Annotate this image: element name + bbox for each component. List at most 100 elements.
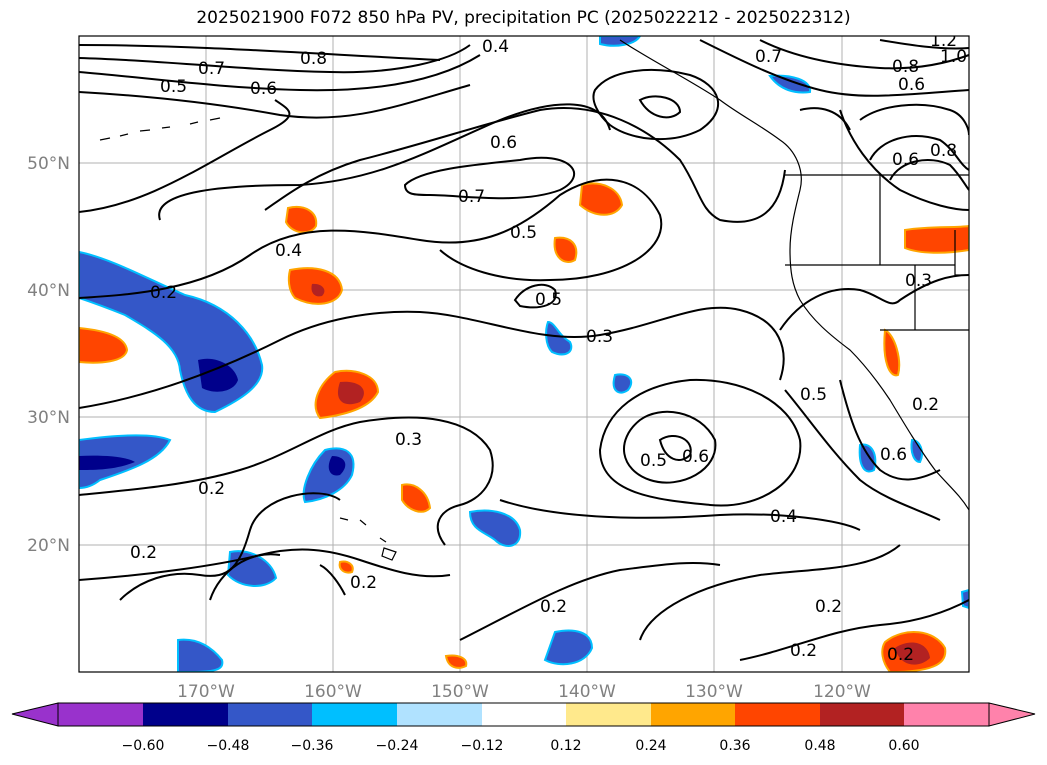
colorbar-seg-8 bbox=[651, 703, 735, 726]
lon-label-160w: 160°W bbox=[304, 682, 362, 702]
svg-text:0.5: 0.5 bbox=[510, 223, 537, 243]
svg-text:0.6: 0.6 bbox=[898, 75, 925, 95]
lon-label-140w: 140°W bbox=[558, 682, 616, 702]
svg-text:0.3: 0.3 bbox=[905, 271, 932, 291]
colorbar-seg-6 bbox=[482, 703, 566, 726]
svg-text:0.5: 0.5 bbox=[160, 77, 187, 97]
svg-text:0.4: 0.4 bbox=[482, 37, 509, 57]
patch-pos-6 bbox=[553, 236, 578, 263]
lon-label-130w: 130°W bbox=[685, 682, 743, 702]
lon-label-150w: 150°W bbox=[431, 682, 489, 702]
lon-label-170w: 170°W bbox=[177, 682, 235, 702]
positive-precip-patches bbox=[79, 182, 969, 672]
colorbar: −0.60 −0.48 −0.36 −0.24 −0.12 0.12 0.24 … bbox=[11, 702, 1036, 754]
colorbar-seg-10 bbox=[820, 703, 904, 726]
patch-south-1 bbox=[543, 629, 594, 666]
colorbar-tick: −0.36 bbox=[291, 738, 334, 754]
svg-text:0.2: 0.2 bbox=[350, 573, 377, 593]
patch-pos-7 bbox=[883, 328, 901, 377]
patch-pos-9-core bbox=[895, 642, 930, 665]
colorbar-tick: 0.60 bbox=[888, 738, 919, 754]
svg-text:0.7: 0.7 bbox=[198, 59, 225, 79]
svg-text:0.4: 0.4 bbox=[275, 241, 302, 261]
patch-mid-5 bbox=[612, 373, 633, 394]
lat-label-40n: 40°N bbox=[27, 281, 70, 301]
svg-text:0.5: 0.5 bbox=[535, 290, 562, 310]
svg-text:0.8: 0.8 bbox=[930, 141, 957, 161]
lat-label-30n: 30°N bbox=[27, 408, 70, 428]
lon-label-120w: 120°W bbox=[813, 682, 871, 702]
svg-text:0.6: 0.6 bbox=[490, 133, 517, 153]
patch-pos-10 bbox=[444, 654, 468, 669]
svg-text:0.5: 0.5 bbox=[800, 385, 827, 405]
longitude-labels: 170°W 160°W 150°W 140°W 130°W 120°W bbox=[177, 682, 871, 702]
patch-mid-4 bbox=[545, 320, 573, 356]
svg-text:0.2: 0.2 bbox=[150, 283, 177, 303]
map-frame bbox=[78, 35, 970, 673]
patch-pos-1-core bbox=[311, 283, 325, 297]
colorbar-tick: −0.12 bbox=[461, 738, 504, 754]
patch-ne-coast bbox=[768, 74, 812, 94]
colorbar-seg-1 bbox=[58, 703, 143, 726]
svg-text:0.7: 0.7 bbox=[755, 47, 782, 67]
colorbar-seg-3 bbox=[228, 703, 312, 726]
patch-mid-3 bbox=[468, 509, 522, 547]
lat-label-50n: 50°N bbox=[27, 154, 70, 174]
patch-east-edge bbox=[960, 588, 969, 610]
patch-mid-1-core bbox=[328, 456, 346, 476]
colorbar-seg-5 bbox=[397, 703, 482, 726]
colorbar-tick: −0.48 bbox=[207, 738, 250, 754]
colorbar-seg-7 bbox=[566, 703, 651, 726]
colorbar-tick: 0.36 bbox=[719, 738, 750, 754]
patch-pos-4 bbox=[401, 483, 432, 513]
patch-pos-5 bbox=[578, 182, 624, 216]
patch-west-pos bbox=[79, 326, 129, 364]
svg-text:0.5: 0.5 bbox=[640, 451, 667, 471]
colorbar-seg-4 bbox=[312, 703, 397, 726]
svg-text:0.8: 0.8 bbox=[892, 57, 919, 77]
colorbar-seg-2 bbox=[143, 703, 228, 726]
patch-west-core bbox=[198, 358, 238, 392]
svg-text:0.6: 0.6 bbox=[880, 445, 907, 465]
colorbar-tick: 0.12 bbox=[550, 738, 581, 754]
patch-east-1 bbox=[858, 443, 877, 473]
svg-text:0.2: 0.2 bbox=[130, 543, 157, 563]
svg-text:0.2: 0.2 bbox=[790, 641, 817, 661]
colorbar-seg-9 bbox=[735, 703, 820, 726]
svg-text:0.2: 0.2 bbox=[815, 597, 842, 617]
patch-pos-11 bbox=[338, 560, 354, 574]
negative-precip-patches bbox=[79, 36, 969, 672]
map-title: 2025021900 F072 850 hPa PV, precipitatio… bbox=[196, 8, 851, 28]
svg-text:0.6: 0.6 bbox=[250, 79, 277, 99]
latitude-labels: 50°N 40°N 30°N 20°N bbox=[27, 154, 70, 556]
colorbar-tick: 0.24 bbox=[635, 738, 666, 754]
svg-text:0.2: 0.2 bbox=[540, 597, 567, 617]
svg-text:0.2: 0.2 bbox=[887, 645, 914, 665]
patch-west-south-core bbox=[79, 455, 135, 470]
svg-text:0.4: 0.4 bbox=[770, 507, 797, 527]
gridlines bbox=[79, 36, 969, 672]
svg-text:0.2: 0.2 bbox=[912, 395, 939, 415]
pv-contours bbox=[79, 39, 969, 661]
svg-text:1.2: 1.2 bbox=[930, 31, 957, 51]
svg-text:0.6: 0.6 bbox=[892, 150, 919, 170]
patch-pos-8 bbox=[904, 224, 969, 254]
colorbar-seg-11 bbox=[904, 703, 989, 726]
svg-text:1.0: 1.0 bbox=[940, 47, 967, 67]
svg-text:0.2: 0.2 bbox=[198, 479, 225, 499]
colorbar-extend-low bbox=[11, 702, 59, 727]
colorbar-extend-high bbox=[988, 702, 1036, 727]
svg-text:0.7: 0.7 bbox=[458, 187, 485, 207]
colorbar-tick: −0.24 bbox=[376, 738, 419, 754]
patch-pos-2 bbox=[284, 206, 318, 234]
svg-text:0.6: 0.6 bbox=[682, 447, 709, 467]
svg-text:0.3: 0.3 bbox=[395, 430, 422, 450]
svg-text:0.3: 0.3 bbox=[586, 327, 613, 347]
colorbar-tick: 0.48 bbox=[804, 738, 835, 754]
patch-pos-3-core bbox=[337, 381, 364, 405]
coastlines bbox=[99, 39, 969, 561]
lat-label-20n: 20°N bbox=[27, 536, 70, 556]
svg-text:0.8: 0.8 bbox=[300, 49, 327, 69]
patch-east-2 bbox=[910, 438, 923, 464]
